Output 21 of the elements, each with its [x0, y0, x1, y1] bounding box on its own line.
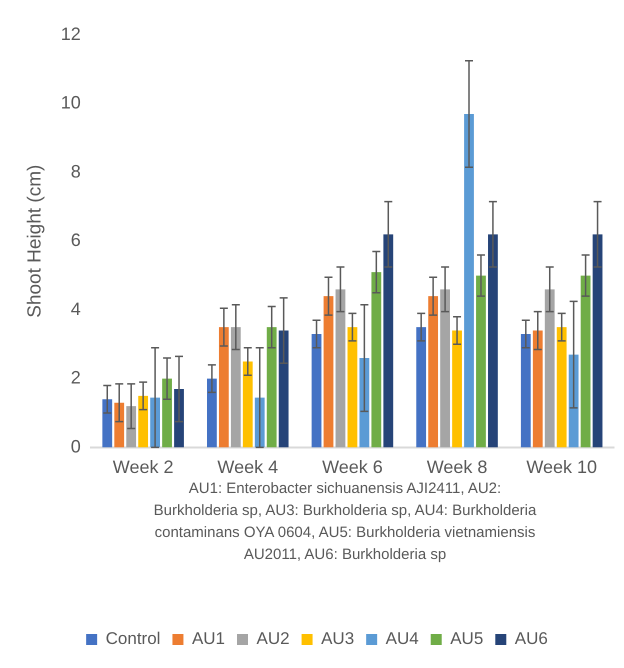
y-tick-label: 12: [60, 24, 81, 44]
x-tick-label: Week 10: [526, 457, 598, 478]
text: AU1: Enterobacter sichuanensis AJI2411, AU2: Burkholderia sp, AU3: Burkholderia sp, AU4: Burkholderia contaminans OYA 0604, AU5: Burkholderia vietnamiensis AU2011, AU6: Burkholderia sp: [152, 479, 538, 565]
y-axis-title: Shoot Height (cm): [24, 164, 46, 318]
x-tick-label: Week 8: [426, 457, 488, 478]
x-tick-label: Week 4: [217, 457, 278, 478]
legend-label: AU4: [386, 629, 419, 648]
legend-label: AU2: [256, 629, 290, 648]
y-tick-label: 4: [70, 298, 81, 319]
x-tick-label: Week 2: [112, 457, 174, 478]
legend-label: AU3: [321, 629, 354, 648]
legend-label: Control: [106, 629, 160, 648]
y-tick-label: 6: [70, 230, 81, 250]
y-tick-label: 10: [60, 92, 81, 113]
x-tick-label: Week 6: [322, 457, 383, 478]
y-tick-label: 8: [70, 161, 81, 182]
legend-label: AU1: [192, 629, 226, 648]
legend-label: AU5: [450, 629, 484, 648]
y-tick-label: 0: [70, 436, 81, 456]
legend-label: AU6: [514, 629, 548, 648]
y-tick-label: 2: [70, 368, 81, 388]
